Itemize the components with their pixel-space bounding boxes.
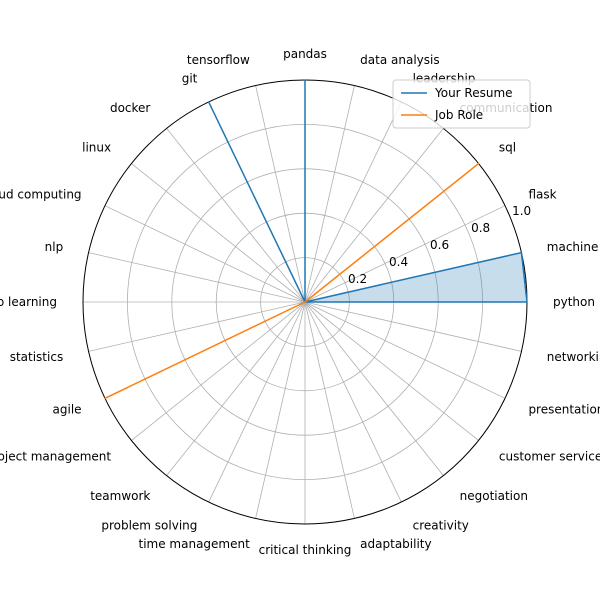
r-tick-label: 0.2 [348,272,367,286]
axis-label-data-analysis: data analysis [360,53,439,67]
series-line-your-resume [207,79,528,303]
spoke-customer-service [304,301,479,441]
spoke-teamwork [166,301,306,476]
axis-label-deep-learning: deep learning [0,295,57,309]
axis-label-negotiation: negotiation [460,489,528,503]
spoke-project-management [131,301,306,441]
axis-label-critical-thinking: critical thinking [259,543,352,557]
spoke-leadership [304,101,402,303]
axis-label-pandas: pandas [283,47,327,61]
series-layer [104,79,528,400]
axis-label-adaptability: adaptability [360,537,431,551]
axis-label-agile: agile [53,403,82,417]
axis-label-flask: flask [528,187,556,201]
spoke-statistics [88,301,306,352]
spoke-nlp [88,252,306,303]
spoke-communication [304,128,444,303]
legend-label-your-resume: Your Resume [434,86,513,100]
axis-label-teamwork: teamwork [90,489,150,503]
axis-label-docker: docker [110,101,150,115]
axis-label-cloud-computing: cloud computing [0,187,82,201]
legend-label-job-role: Job Role [434,108,483,122]
r-tick-label: 0.4 [389,255,408,269]
legend: Your Resume Job Role [392,79,531,129]
series-line-job-role [104,162,480,400]
spoke-time-management [255,301,306,519]
axis-label-project-management: project management [0,450,111,464]
spoke-negotiation [304,301,444,476]
axis-label-sql: sql [499,140,516,154]
spoke-data-analysis [304,85,355,303]
axis-label-time-management: time management [139,537,251,551]
spoke-problem-solving [208,301,306,503]
spoke-cloud-computing [104,205,306,303]
radial-tick-labels: 0.2 0.4 0.6 0.8 1.0 [348,204,531,286]
axis-label-tensorflow: tensorflow [187,53,250,67]
spoke-linux [131,163,306,303]
r-tick-label: 1.0 [512,204,531,218]
axis-label-presentation-skills: presentation skills [528,403,600,417]
spoke-networking [304,301,522,352]
axis-label-customer-service: customer service [499,450,600,464]
legend-box [392,79,531,129]
spoke-tensorflow [255,85,306,303]
r-tick-label: 0.8 [471,221,490,235]
spoke-creativity [304,301,402,503]
axis-label-networking: networking [547,350,600,364]
axis-label-machine-learning: machine learning [547,240,600,254]
axis-label-python: python [553,295,595,309]
axis-label-statistics: statistics [10,350,64,364]
spoke-adaptability [304,301,355,519]
axis-label-git: git [182,72,198,86]
axis-label-creativity: creativity [413,518,469,532]
spoke-presentation-skills [304,301,506,399]
spoke-docker [166,128,306,303]
axis-label-problem-solving: problem solving [101,518,197,532]
spoke-flask [304,205,506,303]
series-fill-your-resume [208,80,527,302]
axis-label-linux: linux [82,140,111,154]
r-tick-label: 0.6 [430,238,449,252]
axis-label-nlp: nlp [45,240,64,254]
grid [82,79,528,525]
